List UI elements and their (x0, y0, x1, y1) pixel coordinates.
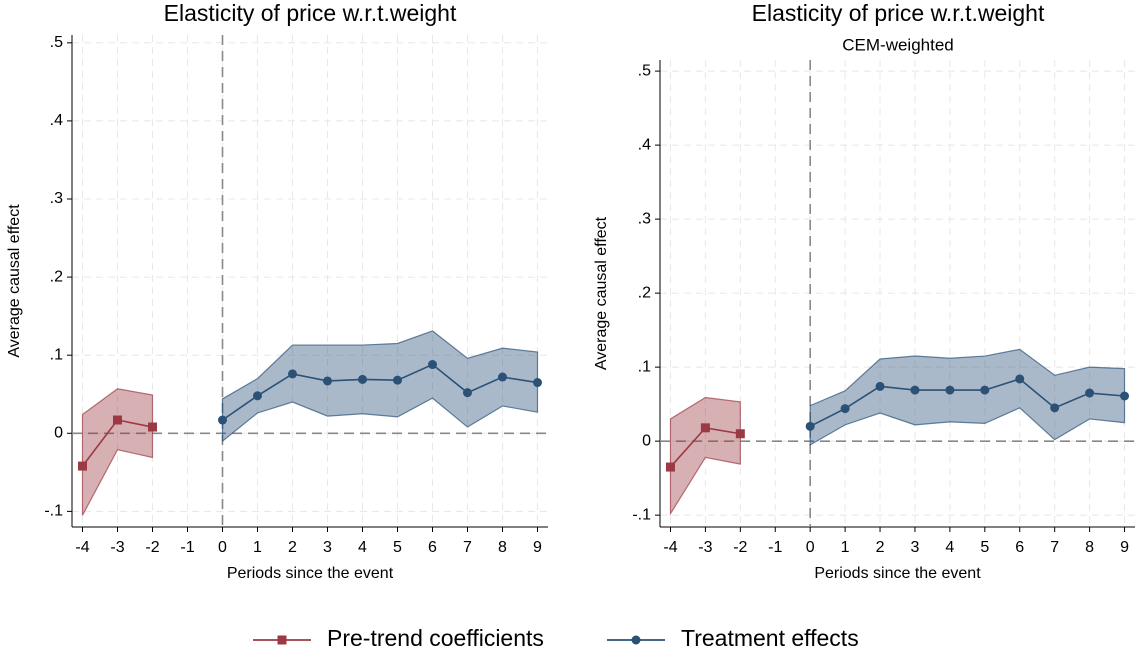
y-tick-label: .3 (50, 190, 63, 207)
y-tick-label: .2 (50, 268, 63, 285)
marker (665, 462, 675, 472)
legend-label: Treatment effects (681, 625, 859, 651)
marker (805, 421, 815, 431)
marker (1120, 391, 1130, 401)
x-axis-label: Periods since the event (814, 565, 981, 582)
marker (113, 415, 122, 425)
x-tick-label: 3 (911, 539, 920, 556)
x-tick-label: -2 (733, 539, 747, 556)
x-tick-label: 7 (463, 539, 472, 556)
x-tick-label: 6 (428, 539, 437, 556)
marker (945, 385, 955, 395)
marker (1015, 374, 1025, 384)
x-tick-label: -3 (698, 539, 712, 556)
series-line (222, 363, 538, 421)
marker (253, 391, 262, 401)
x-axis-label: Periods since the event (227, 565, 394, 582)
marker (218, 415, 227, 425)
marker (533, 378, 542, 388)
x-tick-label: -2 (145, 539, 159, 556)
x-tick-label: 2 (876, 539, 885, 556)
marker (498, 372, 507, 382)
y-tick-label: .1 (50, 346, 63, 363)
marker (428, 360, 437, 370)
y-tick-label: -.1 (44, 503, 63, 520)
marker (980, 385, 990, 395)
x-tick-label: 5 (393, 539, 402, 556)
x-tick-label: 3 (323, 539, 332, 556)
marker (875, 381, 885, 391)
x-tick-label: -1 (768, 539, 782, 556)
marker (1050, 403, 1060, 413)
x-tick-label: 1 (253, 539, 262, 556)
legend-label: Pre-trend coefficients (327, 625, 544, 651)
marker (393, 375, 402, 385)
x-tick-label: 8 (498, 539, 507, 556)
y-tick-label: .2 (638, 284, 651, 301)
marker (288, 369, 297, 379)
confidence-band (809, 348, 1126, 446)
x-tick-label: 7 (1050, 539, 1059, 556)
x-tick-label: 9 (533, 539, 542, 556)
y-axis-label: Average causal effect (6, 204, 23, 358)
marker (1085, 388, 1095, 398)
confidence-band (81, 388, 154, 516)
y-tick-label: 0 (642, 432, 651, 449)
marker (910, 385, 920, 395)
y-tick-label: .5 (638, 62, 651, 79)
x-tick-label: 0 (806, 539, 815, 556)
chart-subtitle: CEM-weighted (842, 35, 954, 54)
marker (840, 404, 850, 414)
marker (323, 376, 332, 386)
x-tick-label: 1 (841, 539, 850, 556)
marker (700, 423, 710, 433)
x-tick-label: 0 (218, 539, 227, 556)
x-tick-label: -4 (663, 539, 677, 556)
marker (735, 429, 745, 439)
x-tick-label: 9 (1120, 539, 1129, 556)
y-tick-label: .4 (50, 112, 63, 129)
chart-title: Elasticity of price w.r.t.weight (752, 0, 1045, 26)
y-tick-label: .5 (50, 34, 63, 51)
confidence-band (221, 330, 539, 443)
x-tick-label: 4 (358, 539, 367, 556)
y-tick-label: -.1 (632, 506, 651, 523)
legend-marker (631, 635, 641, 645)
y-axis-label: Average causal effect (593, 216, 610, 370)
marker (463, 388, 472, 398)
y-tick-label: .1 (638, 358, 651, 375)
x-tick-label: 6 (1015, 539, 1024, 556)
confidence-band (669, 396, 741, 516)
x-tick-label: -1 (180, 539, 194, 556)
chart-title: Elasticity of price w.r.t.weight (164, 0, 457, 26)
x-tick-label: 5 (980, 539, 989, 556)
x-tick-label: 4 (945, 539, 954, 556)
marker (358, 374, 367, 384)
marker (148, 422, 157, 432)
marker (78, 461, 87, 471)
legend-marker (277, 635, 287, 645)
x-tick-label: 8 (1085, 539, 1094, 556)
y-tick-label: .4 (638, 136, 651, 153)
y-tick-label: 0 (54, 425, 63, 442)
y-tick-label: .3 (638, 210, 651, 227)
series-line (809, 378, 1125, 428)
x-tick-label: -3 (110, 539, 124, 556)
x-tick-label: 2 (288, 539, 297, 556)
x-tick-label: -4 (75, 539, 89, 556)
